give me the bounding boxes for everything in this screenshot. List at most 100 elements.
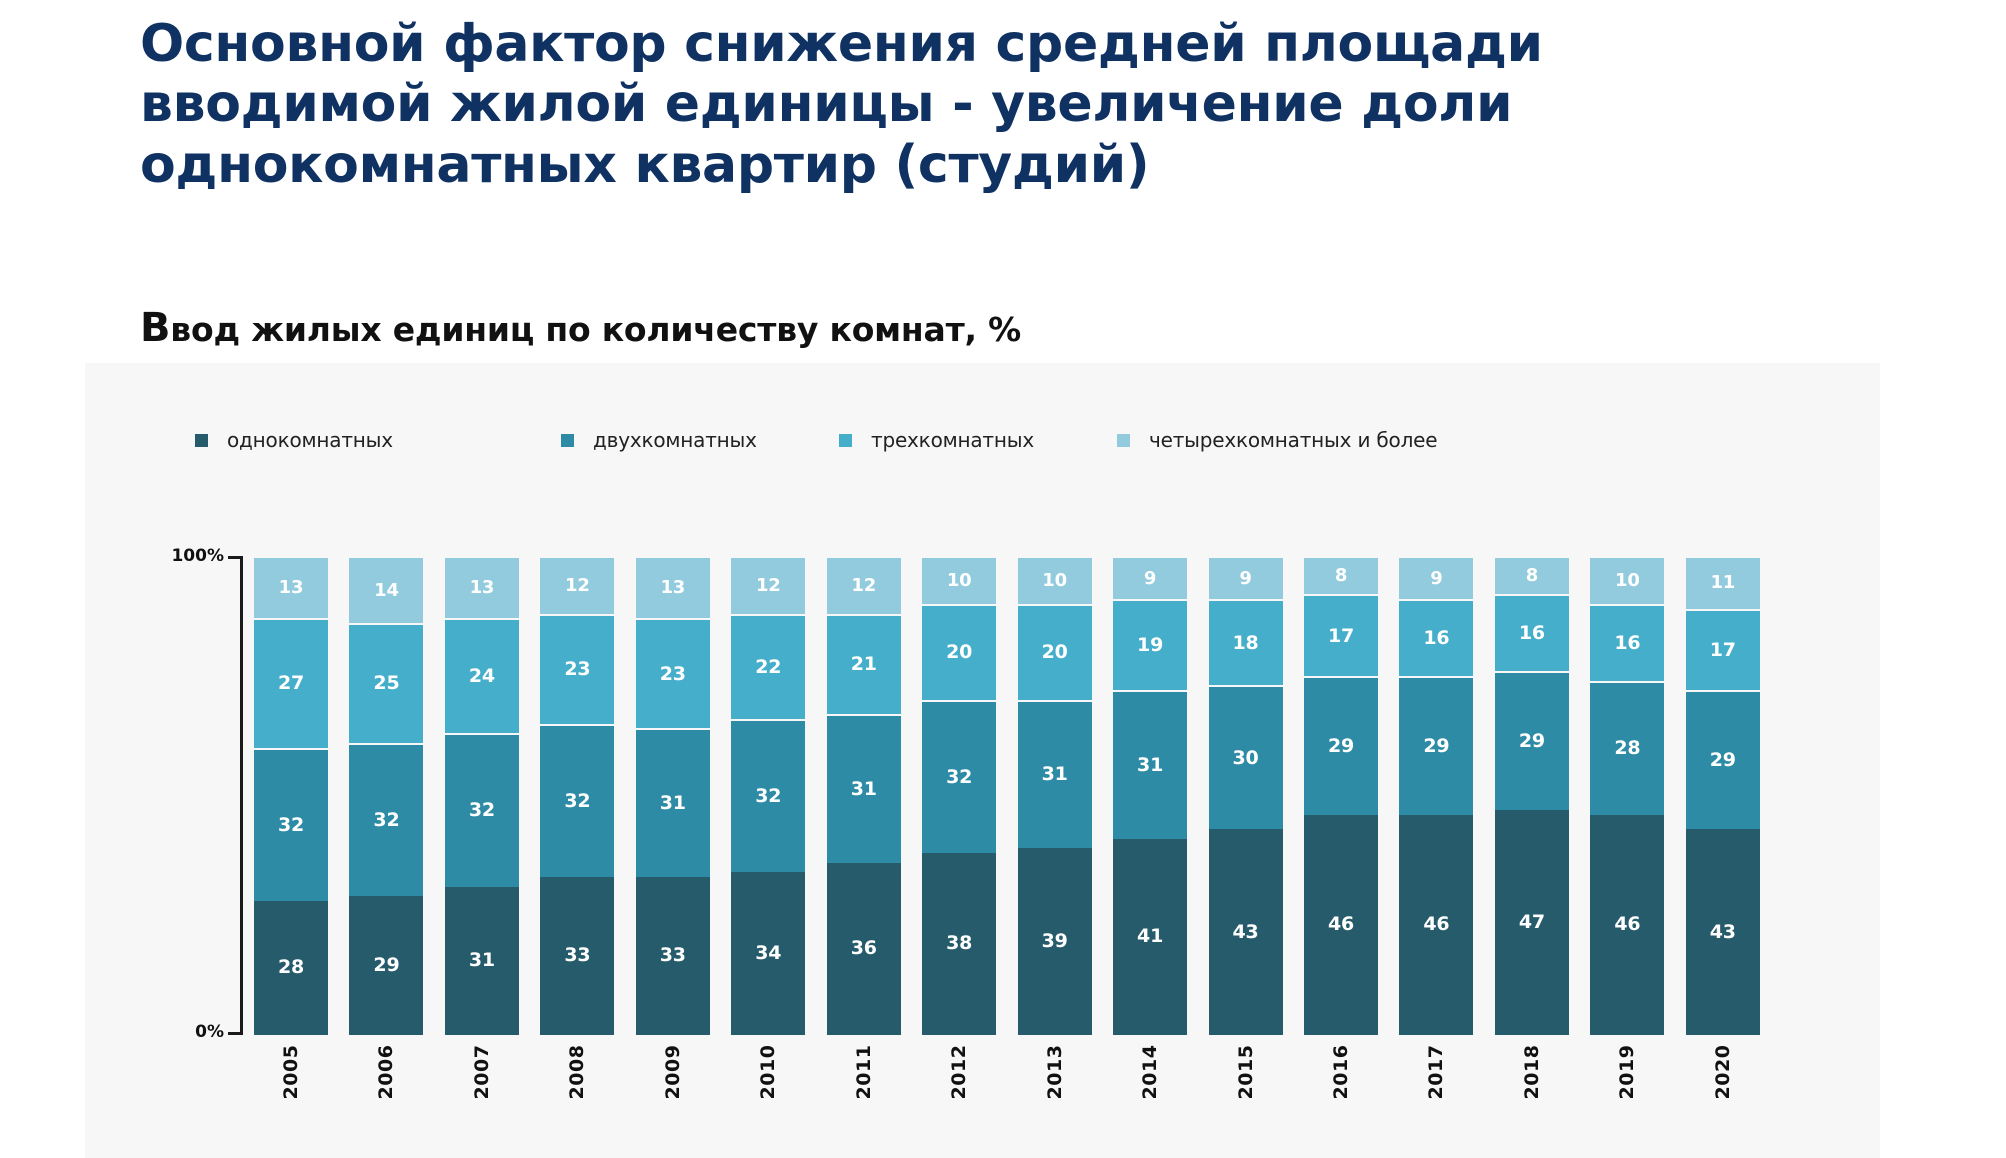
bar-value-label: 31 <box>1137 753 1164 776</box>
bar-column[interactable]: 36 31 21 12 2011 <box>826 556 901 1099</box>
bar-segment[interactable]: 13 <box>444 556 519 619</box>
bar-segment[interactable]: 20 <box>922 603 997 700</box>
bar-segment[interactable]: 23 <box>540 613 615 724</box>
bar-segment[interactable]: 33 <box>635 876 710 1035</box>
legend-item-dvuhkomnatnyh[interactable]: двухкомнатных <box>561 425 757 455</box>
bar-column[interactable]: 31 32 24 13 2007 <box>444 556 519 1099</box>
bar-segment[interactable]: 13 <box>254 556 328 619</box>
bar-column[interactable]: 41 31 19 9 2014 <box>1113 556 1188 1099</box>
bar-segment[interactable]: 14 <box>349 556 424 624</box>
bar-value-label: 9 <box>1143 567 1157 589</box>
bar-segment[interactable]: 25 <box>349 623 424 743</box>
bar-segment[interactable]: 18 <box>1208 599 1283 686</box>
y-axis-line <box>240 556 243 1035</box>
x-axis-tick-label: 2018 <box>1520 1044 1543 1100</box>
bar-segment[interactable]: 16 <box>1494 594 1569 671</box>
bar-column[interactable]: 46 28 16 10 2019 <box>1590 556 1665 1099</box>
y-axis-label-100: 100% <box>171 546 224 566</box>
bar-segment[interactable]: 9 <box>1208 556 1283 600</box>
bar-segment[interactable]: 12 <box>826 556 901 614</box>
bar-segment[interactable]: 9 <box>1399 556 1474 600</box>
bar-column[interactable]: 38 32 20 10 2012 <box>922 556 997 1099</box>
bar-column[interactable]: 39 31 20 10 2013 <box>1017 556 1092 1099</box>
bar-segment[interactable]: 31 <box>635 728 710 877</box>
bar-segment[interactable]: 31 <box>1113 690 1188 839</box>
page-title: Основной фактор снижения средней площади… <box>140 14 1561 195</box>
bar-group: 28 32 27 13 2005 29 32 25 14 2006 31 32 24 13 2007 33 32… <box>254 556 1760 1099</box>
bar-column[interactable]: 34 32 22 12 2010 <box>731 556 806 1099</box>
bar-segment[interactable]: 47 <box>1494 809 1569 1035</box>
bar-column[interactable]: 33 32 23 12 2008 <box>540 556 615 1099</box>
bar-segment[interactable]: 20 <box>1017 603 1092 700</box>
bar-segment[interactable]: 29 <box>1303 675 1378 815</box>
bar-segment[interactable]: 33 <box>540 876 615 1035</box>
bar-segment[interactable]: 43 <box>1685 829 1760 1035</box>
bar-segment[interactable]: 32 <box>349 742 424 897</box>
bar-segment[interactable]: 29 <box>1685 690 1760 830</box>
bar-column[interactable]: 28 32 27 13 2005 <box>254 556 328 1099</box>
y-axis-label-0: 0% <box>195 1022 224 1042</box>
bar-value-label: 46 <box>1327 913 1354 936</box>
bar-column[interactable]: 47 29 16 8 2018 <box>1494 556 1569 1099</box>
bar-segment[interactable]: 29 <box>1399 675 1474 815</box>
bar-segment[interactable]: 30 <box>1208 685 1283 830</box>
bar-segment[interactable]: 46 <box>1590 814 1665 1035</box>
bar-segment[interactable]: 8 <box>1494 556 1569 595</box>
bar-segment[interactable]: 46 <box>1303 814 1378 1035</box>
x-axis-tick-label: 2017 <box>1425 1044 1448 1100</box>
bar-value-label: 9 <box>1430 567 1443 589</box>
bar-segment[interactable]: 8 <box>1303 556 1378 595</box>
bar-segment[interactable]: 16 <box>1590 603 1665 681</box>
bar-segment[interactable]: 24 <box>444 618 519 734</box>
bar-segment[interactable]: 16 <box>1399 599 1474 676</box>
bar-segment[interactable]: 31 <box>444 886 519 1035</box>
bar-segment[interactable]: 28 <box>1590 680 1665 815</box>
bar-segment[interactable]: 31 <box>1017 699 1092 849</box>
bar-segment[interactable]: 17 <box>1303 594 1378 676</box>
bar-column[interactable]: 43 29 17 11 2020 <box>1685 556 1760 1099</box>
legend-item-odnokomnatnyh[interactable]: однокомнатных <box>195 425 393 455</box>
bar-segment[interactable]: 13 <box>635 556 710 619</box>
bar-segment[interactable]: 32 <box>254 747 328 901</box>
legend-item-chetyrehkomnatnyh-i-bolee[interactable]: четырехкомнатных и более <box>1117 425 1438 455</box>
bar-segment[interactable]: 28 <box>254 900 328 1035</box>
x-axis-tick-label: 2013 <box>1043 1044 1066 1100</box>
bar-segment[interactable]: 9 <box>1113 556 1188 600</box>
bar-segment[interactable]: 46 <box>1399 814 1474 1035</box>
bar-segment[interactable]: 43 <box>1208 829 1283 1035</box>
bar-segment[interactable]: 38 <box>922 852 997 1035</box>
bar-segment[interactable]: 17 <box>1685 608 1760 691</box>
bar-segment[interactable]: 29 <box>349 896 424 1035</box>
bar-segment[interactable]: 12 <box>731 556 806 614</box>
bar-segment[interactable]: 31 <box>826 714 901 863</box>
bar-segment[interactable]: 10 <box>1017 556 1092 604</box>
legend-label: двухкомнатных <box>593 428 757 452</box>
bar-segment[interactable]: 32 <box>922 699 997 853</box>
bar-segment[interactable]: 32 <box>444 733 519 887</box>
bar-segment[interactable]: 10 <box>922 556 997 604</box>
bar-segment[interactable]: 23 <box>635 618 710 729</box>
bar-segment[interactable]: 32 <box>731 718 806 873</box>
bar-segment[interactable]: 41 <box>1113 838 1188 1035</box>
legend-item-trehkomnatnyh[interactable]: трехкомнатных <box>839 425 1034 455</box>
bar-segment[interactable]: 21 <box>826 613 901 715</box>
bar-segment[interactable]: 36 <box>826 862 901 1035</box>
bar-segment[interactable]: 29 <box>1494 670 1569 810</box>
bar-column[interactable]: 43 30 18 9 2015 <box>1208 556 1283 1099</box>
bar-segment[interactable]: 11 <box>1685 556 1760 609</box>
bar-segment[interactable]: 10 <box>1590 556 1665 604</box>
bar-segment[interactable]: 12 <box>540 556 615 614</box>
bar-segment[interactable]: 27 <box>254 618 328 748</box>
bar-column[interactable]: 46 29 16 9 2017 <box>1399 556 1474 1099</box>
bar-segment[interactable]: 32 <box>540 723 615 877</box>
bar-value-label: 10 <box>1042 569 1067 591</box>
bar-column[interactable]: 33 31 23 13 2009 <box>635 556 710 1099</box>
bar-column[interactable]: 29 32 25 14 2006 <box>349 556 424 1099</box>
chart-subtitle-rest: вод жилых единиц по количеству комнат, % <box>170 310 1022 349</box>
bar-segment[interactable]: 34 <box>731 872 806 1035</box>
bar-value-label: 23 <box>564 658 591 681</box>
bar-segment[interactable]: 39 <box>1017 848 1092 1035</box>
bar-segment[interactable]: 22 <box>731 613 806 719</box>
bar-column[interactable]: 46 29 17 8 2016 <box>1303 556 1378 1099</box>
bar-segment[interactable]: 19 <box>1113 599 1188 691</box>
